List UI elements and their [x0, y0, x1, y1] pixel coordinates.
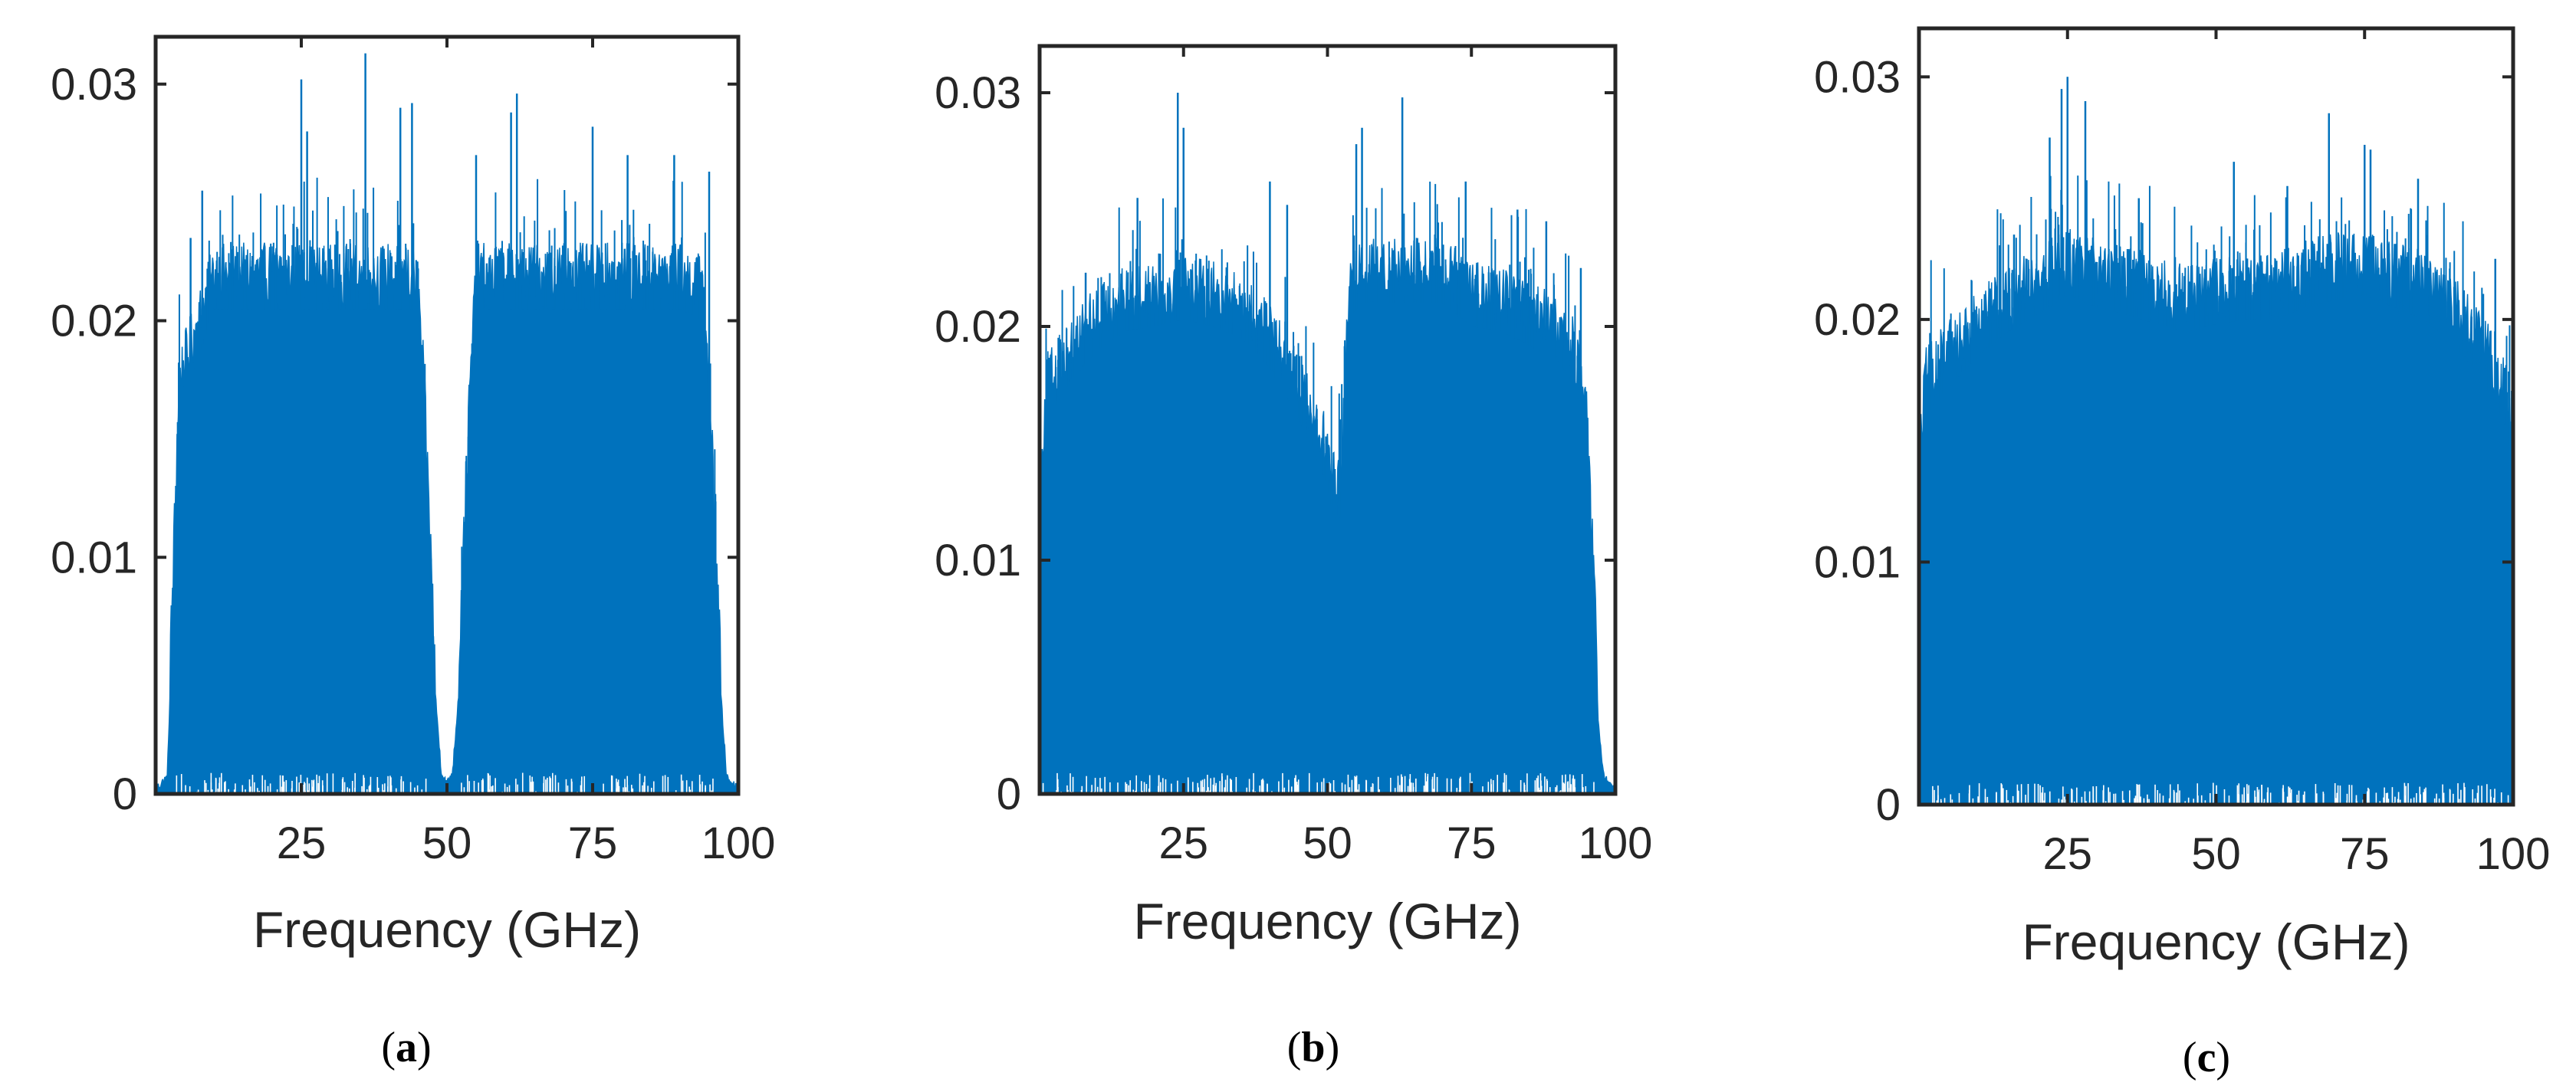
panel-caption-letter: a [396, 1024, 417, 1071]
y-tick-label: 0 [1876, 780, 1901, 830]
y-tick-label: 0.03 [935, 68, 1021, 118]
x-axis-label: Frequency (GHz) [2022, 913, 2410, 970]
x-tick-label: 50 [422, 818, 472, 868]
panel-a: 0 0.01 0.02 0.03 25 50 75 100 Frequency (GHz) (a) [51, 34, 776, 1071]
y-tick-label: 0.03 [51, 60, 137, 110]
panel-caption: (b) [1287, 1024, 1339, 1071]
x-tick-label: 25 [277, 818, 327, 868]
spectrum-spikes [1919, 77, 2513, 490]
x-tick-label: 75 [2340, 829, 2390, 879]
panel-c: 0 0.01 0.02 0.03 25 50 75 100 Frequency (GHz) (c) [1814, 26, 2551, 1081]
x-tick-label: 100 [1579, 818, 1653, 868]
x-tick-label: 100 [702, 818, 776, 868]
spectrum-spikes [1040, 93, 1595, 629]
panel-caption-letter: b [1301, 1024, 1325, 1071]
spectrum-area [156, 242, 738, 794]
x-tick-label: 25 [1158, 818, 1208, 868]
y-tick-label: 0.02 [1814, 295, 1901, 345]
y-tick-label: 0.01 [935, 536, 1021, 585]
y-tick-label: 0.02 [51, 297, 137, 346]
y-tick-label: 0 [997, 769, 1021, 819]
panel-caption: (c) [2183, 1034, 2230, 1081]
panel-b: 0 0.01 0.02 0.03 25 50 75 100 Frequency (GHz) (b) [935, 44, 1653, 1071]
panel-caption-letter: c [2197, 1034, 2216, 1081]
x-tick-label: 75 [1447, 818, 1497, 868]
y-tick-label: 0.03 [1814, 52, 1901, 102]
x-tick-label: 50 [2191, 829, 2241, 879]
x-axis-label: Frequency (GHz) [1133, 893, 1521, 949]
y-tick-label: 0.02 [935, 302, 1021, 352]
panel-caption: (a) [381, 1024, 431, 1071]
y-tick-label: 0 [113, 769, 137, 819]
x-tick-label: 25 [2042, 829, 2092, 879]
x-tick-label: 75 [568, 818, 618, 868]
x-axis-label: Frequency (GHz) [253, 901, 641, 958]
x-tick-label: 100 [2476, 829, 2551, 879]
x-tick-label: 50 [1303, 818, 1352, 868]
spectrum-spikes [172, 53, 718, 652]
y-tick-label: 0.01 [1814, 537, 1901, 587]
y-tick-label: 0.01 [51, 533, 137, 582]
noise-floor [1932, 782, 2509, 805]
